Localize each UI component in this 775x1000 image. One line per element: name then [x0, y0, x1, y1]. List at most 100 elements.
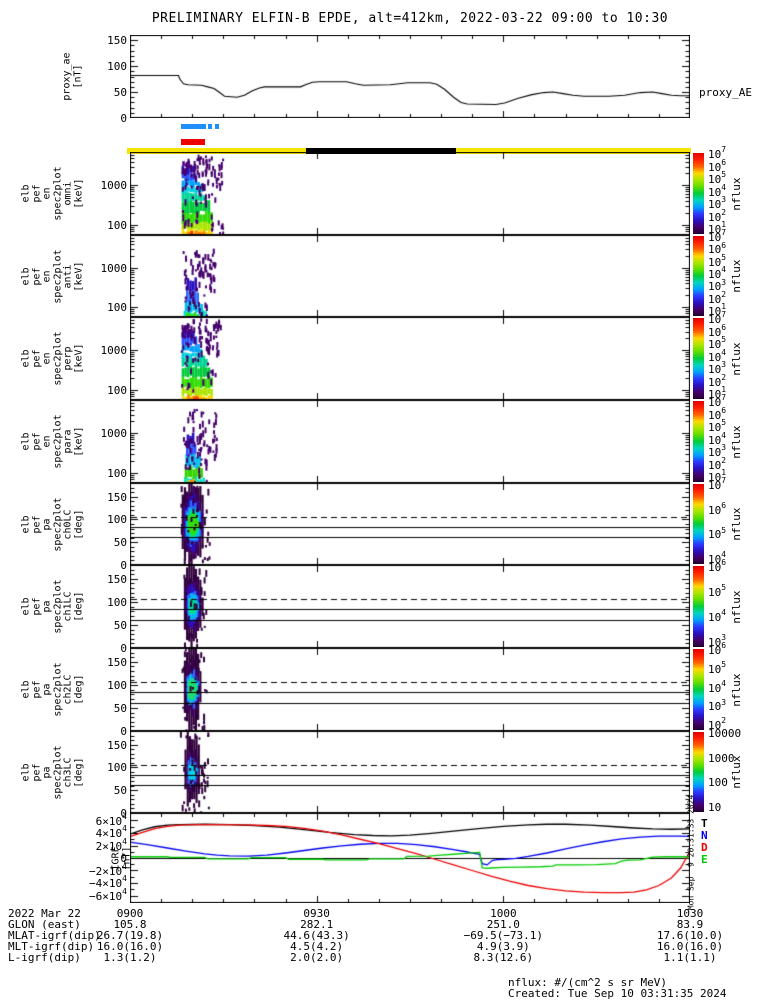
- colorbar-tick-label: 104: [708, 550, 727, 566]
- bottom-row-label: GLON (east): [8, 918, 81, 931]
- spectro-ytick-label: 0: [120, 559, 127, 572]
- colorbar-tick-label: 101: [708, 468, 727, 484]
- bottom-row-value: 1030: [676, 907, 704, 920]
- spectrogram-canvas-en-para: [130, 400, 690, 483]
- bottom-row-value: 8.3(12.6): [473, 951, 534, 964]
- spectro-ytick-label: 0: [120, 725, 127, 738]
- spectro-ytick-label: 100: [107, 383, 127, 397]
- colorbar-tick-label: 104: [708, 430, 727, 447]
- colorbar-tick-label: 102: [708, 455, 727, 472]
- colorbar-tick-label: 106: [708, 641, 727, 657]
- proxy-ytick-label: 0: [120, 112, 127, 125]
- colorbar-pa-ch2: [693, 649, 704, 730]
- proxy-ae-canvas: [130, 35, 690, 118]
- colorbar-pa-ch1: [693, 566, 704, 647]
- bottom-row-value: 1.1(1.1): [663, 951, 717, 964]
- spectro-ytick-label: 0: [120, 642, 127, 655]
- spectrogram-canvas-pa-ch3: [130, 731, 690, 813]
- spectrogram-canvas-pa-ch1: [130, 565, 690, 648]
- bottom-row-value: 282.1: [300, 918, 334, 931]
- colorbar-tick-label: 104: [708, 347, 727, 364]
- spectro-ytick-label: 50: [113, 536, 127, 550]
- colorbar-tick-label: 10000: [708, 727, 742, 740]
- bottom-row-label: 2022 Mar 22: [8, 907, 81, 920]
- activity-bar-blue: [207, 124, 213, 129]
- igrf-canvas: [130, 813, 690, 903]
- bottom-row-value: 26.7(19.8): [96, 929, 164, 942]
- spectro-ytick-label: 1000: [100, 261, 128, 275]
- spectrogram-canvas-en-omni: [130, 152, 690, 235]
- colorbar-tick-label: 104: [708, 182, 727, 199]
- spectro-ytick-label: 100: [107, 466, 127, 480]
- spectrogram-canvas-en-anti: [130, 235, 690, 317]
- proxy-ytick-label: 50: [113, 86, 127, 100]
- colorbar-tick-label: 105: [708, 583, 727, 599]
- proxy-ytick-label: 150: [107, 34, 127, 48]
- spectrogram-canvas-en-perp: [130, 317, 690, 400]
- spectro-ytick-label: 100: [107, 595, 127, 609]
- spectro-ytick-label: 100: [107, 300, 127, 314]
- colorbar-pa-ch3: [693, 732, 704, 812]
- igrf-legend-D: D: [701, 841, 708, 854]
- spectro-ytick-label: 100: [107, 218, 127, 232]
- colorbar-tick-label: 106: [708, 322, 727, 339]
- colorbar-tick-label: 105: [708, 525, 727, 542]
- igrf-ytick-label: −2×104: [89, 861, 127, 878]
- proxy-ae-series-label: proxy_AE: [699, 86, 752, 99]
- igrf-ytick-label: 6×104: [95, 811, 127, 828]
- plot-title: PRELIMINARY ELFIN-B EPDE, alt=412km, 202…: [151, 11, 669, 26]
- spectro-ytick-label: 100: [107, 513, 127, 527]
- spectro-ytick-label: 150: [107, 738, 127, 752]
- igrf-ytick-label: −4×104: [89, 874, 127, 890]
- bottom-row-value: 4.9(3.9): [476, 940, 530, 953]
- colorbar-tick-label: 107: [708, 310, 727, 326]
- bottom-row-value: 0930: [303, 907, 330, 920]
- igrf-ytick-label: 2×104: [95, 836, 127, 853]
- colorbar-en-anti: [693, 236, 704, 316]
- colorbar-tick-label: 106: [708, 558, 727, 574]
- bottom-row-value: 16.0(16.0): [656, 940, 724, 953]
- spectro-ytick-label: 100: [107, 678, 127, 692]
- bottom-row-value: 0900: [116, 907, 144, 920]
- colorbar-tick-label: 105: [708, 170, 727, 186]
- colorbar-tick-label: 102: [708, 290, 727, 306]
- colorbar-tick-label: 106: [708, 405, 727, 422]
- colorbar-tick-label: 103: [708, 697, 727, 714]
- colorbar-tick-label: 103: [708, 360, 727, 376]
- bottom-row-label: L-igrf(dip): [8, 951, 81, 964]
- proxy-ytick-label: 100: [107, 60, 127, 74]
- colorbar-en-para: [693, 401, 704, 482]
- colorbar-tick-label: 101: [708, 220, 727, 236]
- spectro-ytick-label: 50: [113, 618, 127, 632]
- colorbar-tick-label: 107: [708, 476, 727, 492]
- colorbar-tick-label: 102: [708, 372, 727, 389]
- colorbar-tick-label: 100: [708, 776, 728, 790]
- colorbar-tick-label: 105: [708, 253, 727, 269]
- bottom-row-label: MLAT-igrf(dip): [8, 929, 101, 942]
- colorbar-tick-label: 103: [708, 633, 727, 649]
- colorbar-tick-label: 107: [708, 393, 727, 409]
- spectro-ytick-label: 0: [120, 807, 127, 820]
- bottom-row-value: −69.5(−73.1): [463, 929, 544, 942]
- bottom-row-value: 44.6(43.3): [283, 929, 350, 942]
- activity-bar-blue: [181, 124, 206, 129]
- bottom-row-value: 17.6(10.0): [656, 929, 724, 942]
- colorbar-tick-label: 106: [708, 501, 727, 517]
- colorbar-tick-label: 104: [708, 608, 727, 624]
- bottom-row-value: 1.3(1.2): [103, 951, 157, 964]
- activity-bar-red: [181, 139, 205, 145]
- bottom-row-value: 4.5(4.2): [290, 940, 344, 953]
- bottom-row-value: 251.0: [486, 918, 520, 931]
- colorbar-tick-label: 101: [708, 302, 727, 318]
- spectro-ytick-label: 150: [107, 490, 127, 504]
- colorbar-en-perp: [693, 318, 704, 399]
- bottom-row-value: 2.0(2.0): [290, 951, 344, 964]
- colorbar-tick-label: 107: [708, 145, 727, 161]
- colorbar-tick-label: 101: [708, 385, 727, 401]
- colorbar-tick-label: 1000: [708, 751, 735, 765]
- igrf-ytick-label: −6×104: [89, 886, 127, 903]
- spectro-ytick-label: 50: [113, 701, 127, 715]
- activity-bar-blue: [215, 124, 219, 129]
- bottom-row-value: 105.8: [113, 918, 147, 931]
